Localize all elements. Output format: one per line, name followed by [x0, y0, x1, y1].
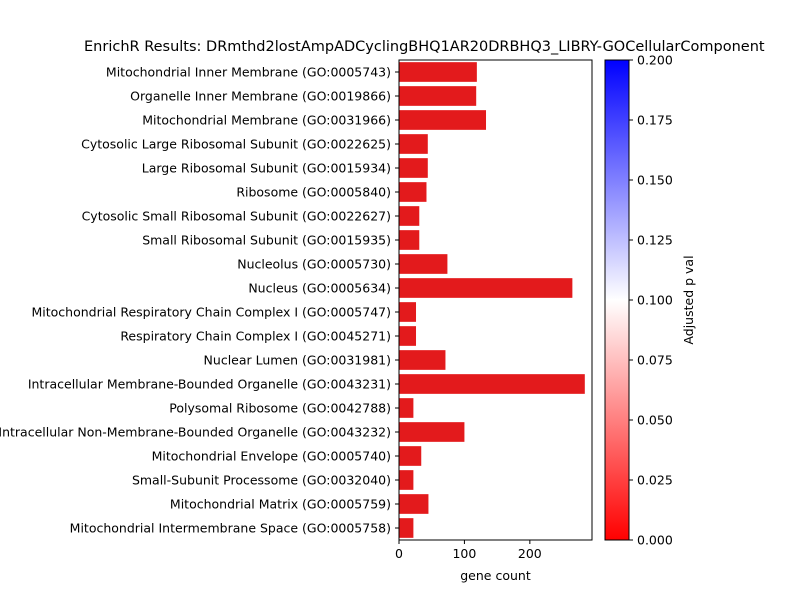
- bar: [399, 350, 446, 370]
- colorbar-tick-label: 0.175: [637, 113, 673, 128]
- bar: [399, 494, 429, 514]
- chart-title: EnrichR Results: DRmthd2lostAmpADCycling…: [84, 39, 765, 55]
- y-tick-label: Nucleus (GO:0005634): [248, 281, 391, 296]
- colorbar-tick-label: 0.150: [637, 173, 673, 188]
- y-tick-label: Mitochondrial Matrix (GO:0005759): [170, 497, 391, 512]
- colorbar-tick-label: 0.200: [637, 53, 673, 68]
- bar: [399, 134, 428, 154]
- bar: [399, 182, 427, 202]
- y-tick-label: Large Ribosomal Subunit (GO:0015934): [142, 161, 391, 176]
- y-tick-label: Intracellular Membrane-Bounded Organelle…: [28, 377, 391, 392]
- colorbar-tick-label: 0.025: [637, 473, 673, 488]
- y-tick-label: Cytosolic Small Ribosomal Subunit (GO:00…: [82, 209, 391, 224]
- bar: [399, 398, 414, 418]
- y-tick-label: Mitochondrial Intermembrane Space (GO:00…: [70, 521, 391, 536]
- x-tick-label: 200: [518, 546, 542, 561]
- bar: [399, 158, 428, 178]
- y-tick-label: Intracellular Non-Membrane-Bounded Organ…: [0, 425, 391, 440]
- bar: [399, 374, 585, 394]
- y-tick-label: Nucleolus (GO:0005730): [237, 257, 391, 272]
- bar: [399, 446, 422, 466]
- y-tick-label: Mitochondrial Inner Membrane (GO:0005743…: [106, 65, 391, 80]
- x-tick-label: 0: [395, 546, 403, 561]
- bar: [399, 86, 477, 106]
- colorbar-tick-label: 0.000: [637, 533, 673, 548]
- y-tick-label: Organelle Inner Membrane (GO:0019866): [130, 89, 391, 104]
- x-axis-label: gene count: [460, 568, 531, 583]
- colorbar-tick-label: 0.050: [637, 413, 673, 428]
- bar: [399, 518, 414, 538]
- y-tick-label: Polysomal Ribosome (GO:0042788): [169, 401, 391, 416]
- y-tick-label: Small-Subunit Processome (GO:0032040): [132, 473, 391, 488]
- bar: [399, 302, 417, 322]
- bar: [399, 110, 487, 130]
- colorbar-tick-label: 0.100: [637, 293, 673, 308]
- bar: [399, 62, 477, 82]
- x-tick-label: 100: [452, 546, 476, 561]
- colorbar-tick-label: 0.075: [637, 353, 673, 368]
- y-tick-label: Mitochondrial Envelope (GO:0005740): [152, 449, 391, 464]
- y-tick-label: Cytosolic Large Ribosomal Subunit (GO:00…: [81, 137, 391, 152]
- bar: [399, 326, 417, 346]
- bar: [399, 230, 420, 250]
- y-tick-label: Mitochondrial Respiratory Chain Complex …: [32, 305, 392, 320]
- y-tick-label: Ribosome (GO:0005840): [236, 185, 391, 200]
- y-tick-label: Mitochondrial Membrane (GO:0031966): [142, 113, 391, 128]
- y-tick-label: Nuclear Lumen (GO:0031981): [204, 353, 391, 368]
- y-tick-label: Respiratory Chain Complex I (GO:0045271): [120, 329, 391, 344]
- bar: [399, 470, 414, 490]
- plot-frame: [398, 59, 593, 541]
- bar: [399, 422, 465, 442]
- bar: [399, 206, 420, 226]
- bar: [399, 254, 448, 274]
- y-tick-label: Small Ribosomal Subunit (GO:0015935): [142, 233, 391, 248]
- bar: [399, 278, 573, 298]
- colorbar: [604, 59, 630, 541]
- colorbar-tick-label: 0.125: [637, 233, 673, 248]
- colorbar-label: Adjusted p val: [681, 255, 696, 344]
